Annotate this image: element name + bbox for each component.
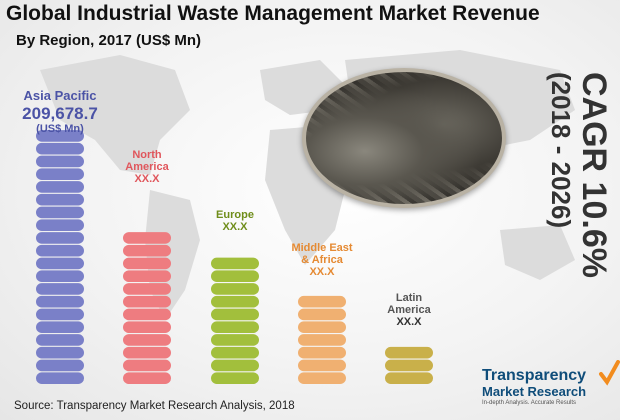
bar-segment: [36, 193, 84, 206]
value-label: XX.X: [222, 221, 248, 233]
bar-segment: [211, 308, 259, 321]
bar-segment: [123, 283, 171, 295]
bar-segment: [36, 346, 84, 359]
brand-tagline: In-depth Analysis. Accurate Results: [482, 400, 577, 406]
bar-segment: [36, 142, 84, 155]
value-label: XX.X: [309, 266, 335, 278]
bar-segment: [298, 321, 346, 333]
bar-segment: [211, 270, 259, 282]
bar-segment: [36, 359, 84, 372]
bar-segment: [211, 283, 259, 295]
bar-segment: [123, 244, 171, 257]
bar-segment: [36, 295, 84, 308]
bar-segment: [211, 257, 259, 270]
waste-scrap-photo: [302, 68, 506, 208]
bar-middle-east-africa: [298, 295, 346, 384]
bar-segment: [298, 295, 346, 308]
bar-segment: [211, 372, 259, 384]
bar-segment: [385, 359, 433, 372]
unit-label: (US$ Mn): [36, 123, 84, 135]
bar-segment: [211, 359, 259, 372]
category-label: Latin America: [387, 292, 431, 316]
bar-segment: [123, 232, 171, 244]
bar-segment: [36, 206, 84, 219]
cagr-period: (2018 - 2026): [546, 72, 576, 229]
bar-segment: [36, 155, 84, 168]
bar-segment: [123, 334, 171, 346]
bar-segment: [298, 334, 346, 346]
bar-segment: [36, 372, 84, 384]
bar-segment: [123, 359, 171, 372]
bar-segment: [211, 334, 259, 346]
bar-segment: [123, 270, 171, 282]
cagr-callout: CAGR 10.6% (2018 - 2026): [546, 72, 613, 312]
category-label: Asia Pacific: [24, 88, 97, 103]
bar-segment: [36, 334, 84, 346]
checkmark-icon: [599, 360, 620, 386]
value-label: XX.X: [396, 316, 422, 328]
bar-segment: [36, 308, 84, 321]
bar-segment: [123, 321, 171, 333]
chart-subtitle: By Region, 2017 (US$ Mn): [16, 32, 202, 49]
brand-name-line2: Market Research: [482, 384, 587, 399]
bar-segment: [123, 257, 171, 270]
bar-segment: [36, 232, 84, 244]
category-label: North America: [125, 149, 169, 173]
bar-segment: [123, 295, 171, 308]
bar-europe: [211, 257, 259, 384]
bar-segment: [36, 219, 84, 231]
bar-segment: [298, 359, 346, 372]
bar-segment: [211, 346, 259, 359]
bar-segment: [385, 372, 433, 384]
category-label: Middle East & Africa: [291, 242, 352, 266]
category-label: Europe: [216, 209, 254, 221]
bar-segment: [211, 321, 259, 333]
chart-title: Global Industrial Waste Management Marke…: [6, 2, 540, 25]
bar-north-america: [123, 232, 171, 384]
source-note: Source: Transparency Market Research Ana…: [14, 400, 295, 412]
value-label: 209,678.7: [22, 104, 98, 123]
bar-segment: [36, 181, 84, 193]
bar-segment: [298, 308, 346, 321]
value-label: XX.X: [134, 173, 160, 185]
bar-asia-pacific: [36, 130, 84, 384]
bar-segment: [36, 244, 84, 257]
brand-logo: Transparency Market Research In-depth An…: [482, 360, 620, 406]
bar-segment: [36, 130, 84, 142]
brand-name-line1: Transparency: [482, 367, 587, 384]
bar-segment: [36, 321, 84, 333]
bar-segment: [123, 372, 171, 384]
cagr-value: CAGR 10.6%: [575, 72, 613, 278]
bar-segment: [298, 346, 346, 359]
bar-segment: [211, 295, 259, 308]
bar-segment: [385, 346, 433, 359]
bar-segment: [36, 270, 84, 282]
bar-segment: [36, 257, 84, 270]
bar-segment: [36, 283, 84, 295]
bar-segment: [298, 372, 346, 384]
bar-latin-america: [385, 346, 433, 384]
bar-segment: [36, 168, 84, 180]
bar-segment: [123, 308, 171, 321]
bar-segment: [123, 346, 171, 359]
